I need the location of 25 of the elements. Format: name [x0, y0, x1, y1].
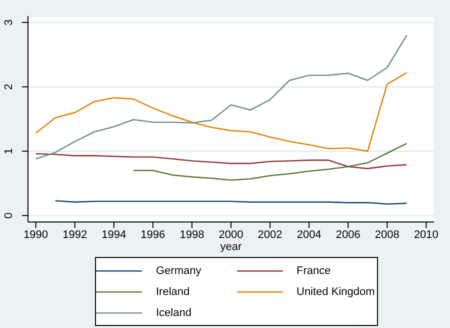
legend-label: Ireland	[156, 286, 190, 298]
legend-label: Iceland	[156, 306, 192, 318]
legend-label: France	[296, 264, 331, 276]
y-tick-label: 1	[3, 148, 15, 154]
x-tick-label: 2000	[218, 228, 244, 241]
x-tick-label: 2008	[374, 228, 400, 241]
legend-label: Germany	[156, 264, 202, 276]
line-series	[35, 72, 408, 152]
x-tick-label: 1990	[24, 228, 48, 241]
x-tick-label: 2002	[258, 228, 282, 241]
line-series	[35, 34, 408, 160]
line-series	[35, 153, 408, 170]
x-tick-label: 1998	[180, 228, 204, 241]
line-series	[132, 142, 408, 181]
x-tick-label: 2006	[336, 228, 360, 241]
x-tick-label: 2004	[296, 228, 322, 241]
x-tick-label: 1996	[140, 228, 166, 241]
y-tick-label: 3	[3, 19, 15, 26]
y-tick-label: 0	[3, 212, 15, 219]
x-axis-title: year	[220, 241, 242, 253]
x-tick-label: 1994	[102, 228, 126, 241]
legend-label: United Kingdom	[296, 286, 375, 298]
x-tick-label: 2010	[414, 228, 438, 241]
y-tick-label: 2	[3, 84, 15, 90]
x-tick-label: 1992	[62, 228, 88, 241]
